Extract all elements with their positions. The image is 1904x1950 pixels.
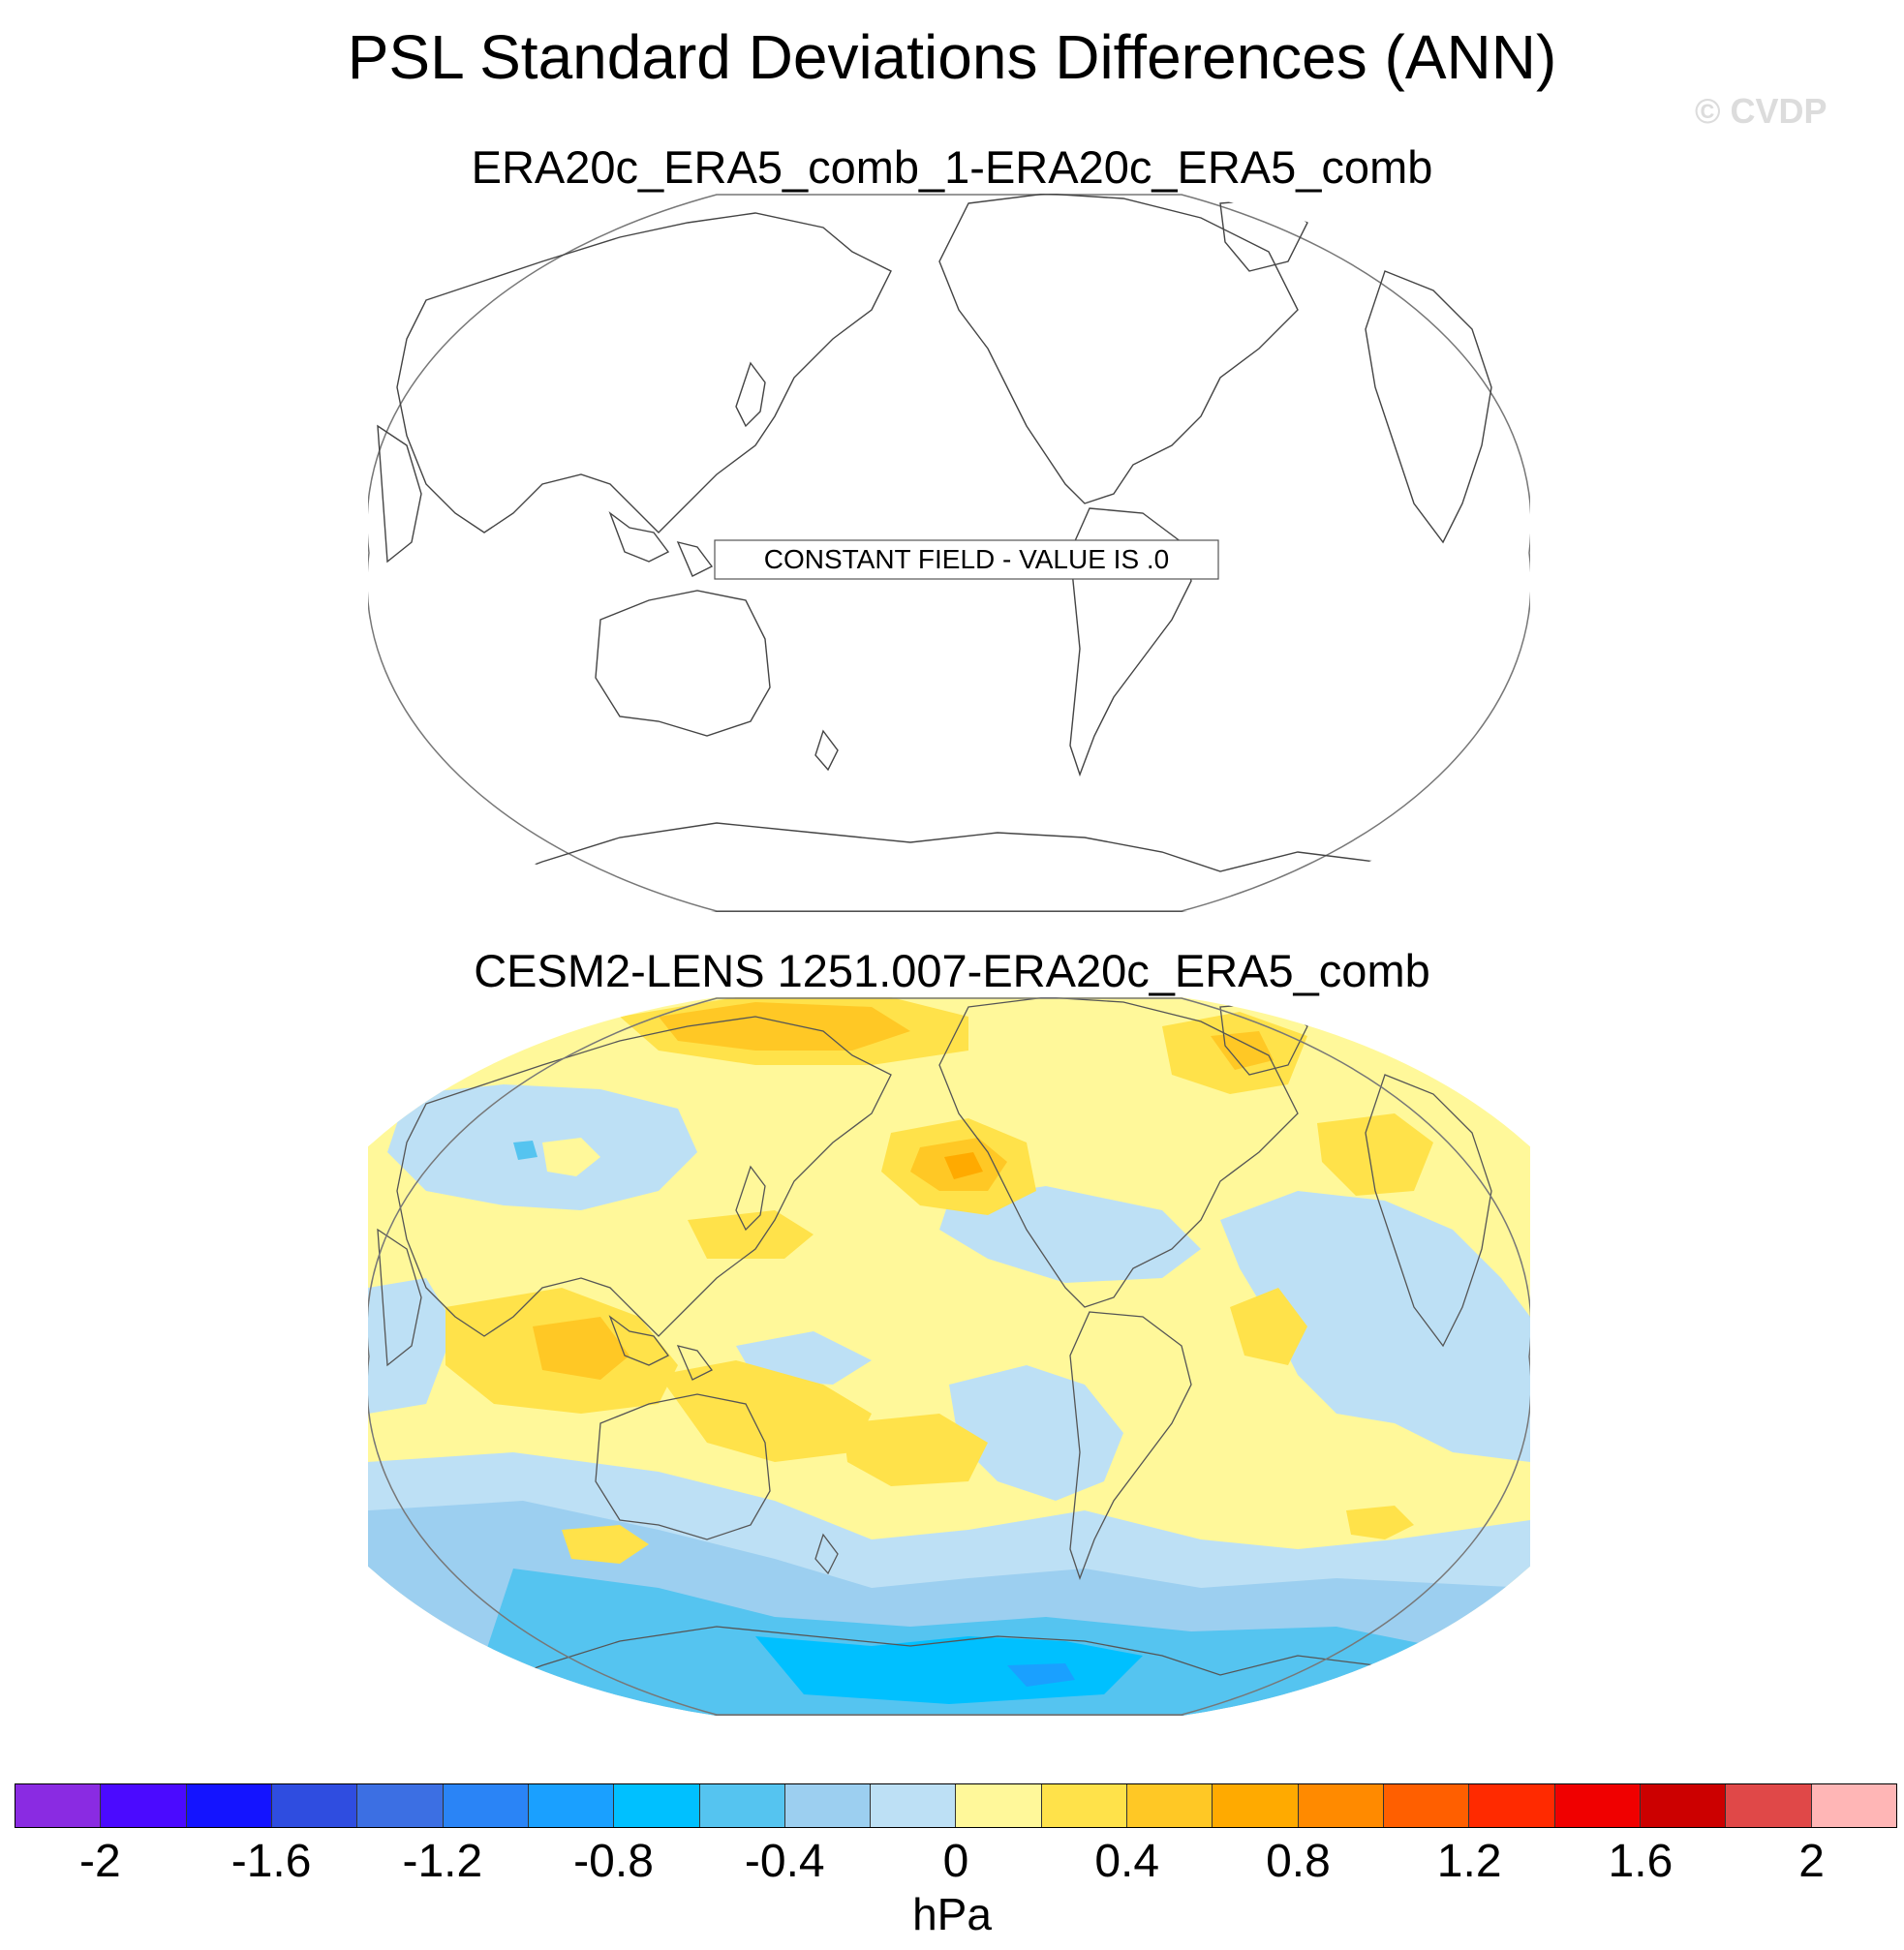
colorbar-tick-label: 0 xyxy=(942,1836,969,1887)
colorbar-swatch xyxy=(614,1784,700,1827)
colorbar-tick-label: -1.2 xyxy=(402,1836,483,1887)
panel2-subtitle: CESM2-LENS 1251.007-ERA20c_ERA5_comb xyxy=(474,945,1430,996)
colorbar-tick-label: -2 xyxy=(79,1836,121,1887)
colorbar-tick-label: 1.2 xyxy=(1436,1836,1502,1887)
colorbar-swatch xyxy=(1811,1784,1896,1827)
colorbar-tick-label: 1.6 xyxy=(1608,1836,1674,1887)
colorbar-swatch xyxy=(357,1784,444,1827)
panel1-subtitle: ERA20c_ERA5_comb_1-ERA20c_ERA5_comb xyxy=(471,141,1433,193)
colorbar-swatch xyxy=(186,1784,272,1827)
colorbar-swatch xyxy=(784,1784,872,1827)
filled-contours xyxy=(368,997,1530,1716)
colorbar-swatch xyxy=(101,1784,187,1827)
colorbar-swatch xyxy=(871,1784,957,1827)
colorbar-tick-label: -0.8 xyxy=(573,1836,654,1887)
colorbar-swatch xyxy=(1127,1784,1213,1827)
colorbar-tick-label: -0.4 xyxy=(744,1836,825,1887)
constant-field-note: CONSTANT FIELD - VALUE IS .0 xyxy=(764,544,1170,574)
colorbar-swatch xyxy=(1384,1784,1470,1827)
colorbar-swatch xyxy=(699,1784,785,1827)
colorbar-swatch xyxy=(528,1784,615,1827)
colorbar-tick-label: 2 xyxy=(1798,1836,1825,1887)
colorbar-swatch xyxy=(956,1784,1042,1827)
colorbar-swatch xyxy=(1469,1784,1555,1827)
colorbar-swatch xyxy=(271,1784,358,1827)
panel1-map: CONSTANT FIELD - VALUE IS .0 xyxy=(368,194,1530,912)
colorbar-swatch xyxy=(443,1784,529,1827)
colorbar-tick-label: 0.8 xyxy=(1266,1836,1331,1887)
colorbar-units: hPa xyxy=(912,1889,992,1939)
colorbar-swatch xyxy=(1640,1784,1727,1827)
colorbar-tick-label: -1.6 xyxy=(230,1836,312,1887)
colorbar-swatch xyxy=(1213,1784,1299,1827)
colorbar-swatch xyxy=(15,1784,102,1827)
watermark: © CVDP xyxy=(1695,91,1827,131)
colorbar-tick-label: 0.4 xyxy=(1094,1836,1160,1887)
constant-field-label: CONSTANT FIELD - VALUE IS .0 xyxy=(714,539,1219,580)
colorbar-swatch xyxy=(1554,1784,1641,1827)
figure-title: PSL Standard Deviations Differences (ANN… xyxy=(347,22,1557,92)
colorbar xyxy=(15,1783,1897,1828)
panel2-map xyxy=(368,997,1530,1716)
coastlines xyxy=(368,194,1530,912)
colorbar-swatch xyxy=(1298,1784,1384,1827)
colorbar-swatch xyxy=(1041,1784,1128,1827)
map-frame xyxy=(368,997,1530,1716)
colorbar-swatch xyxy=(1726,1784,1812,1827)
